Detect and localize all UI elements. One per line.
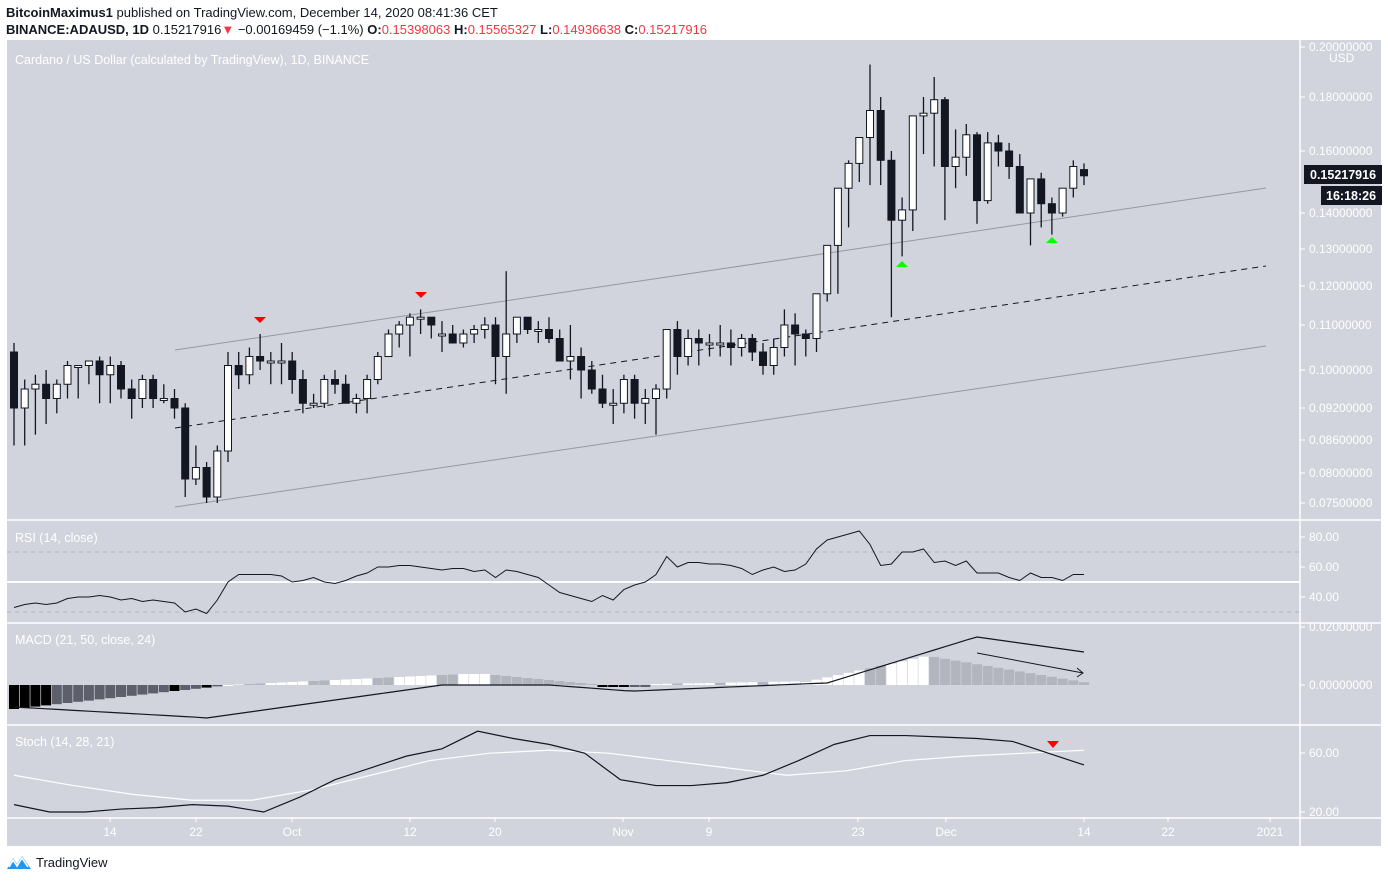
svg-text:23: 23 bbox=[851, 825, 865, 839]
svg-text:0.08000000: 0.08000000 bbox=[1309, 466, 1373, 480]
main-pane-title: Cardano / US Dollar (calculated by Tradi… bbox=[15, 53, 369, 67]
price-axis[interactable]: 0.20000000 0.18000000 0.16000000 0.14000000… bbox=[1300, 40, 1373, 819]
stoch-pane-title: Stoch (14, 28, 21) bbox=[15, 735, 114, 749]
svg-text:60.00: 60.00 bbox=[1309, 560, 1339, 574]
svg-text:0.12000000: 0.12000000 bbox=[1309, 279, 1373, 293]
svg-text:9: 9 bbox=[706, 825, 713, 839]
svg-text:Dec: Dec bbox=[935, 825, 956, 839]
low-label: L: bbox=[540, 22, 553, 37]
chart-area[interactable] bbox=[7, 40, 1381, 846]
tradingview-logo-icon bbox=[7, 856, 31, 869]
svg-text:0.20000000: 0.20000000 bbox=[1309, 40, 1373, 54]
svg-text:0.18000000: 0.18000000 bbox=[1309, 90, 1373, 104]
stoch-pane bbox=[13, 730, 1085, 813]
svg-text:12: 12 bbox=[403, 825, 417, 839]
svg-text:22: 22 bbox=[1161, 825, 1175, 839]
svg-text:0.02000000: 0.02000000 bbox=[1309, 620, 1373, 634]
macd-pane bbox=[9, 636, 1089, 719]
svg-text:0.10000000: 0.10000000 bbox=[1309, 363, 1373, 377]
svg-text:0.08600000: 0.08600000 bbox=[1309, 433, 1373, 447]
svg-text:Nov: Nov bbox=[612, 825, 633, 839]
rsi-pane-title: RSI (14, close) bbox=[15, 531, 98, 545]
publish-text: published on TradingView.com, December 1… bbox=[112, 5, 498, 20]
open-value: 0.15398063 bbox=[381, 22, 451, 37]
svg-text:80.00: 80.00 bbox=[1309, 530, 1339, 544]
svg-text:2021: 2021 bbox=[1257, 825, 1284, 839]
high-label: H: bbox=[454, 22, 468, 37]
time-axis[interactable]: 14 22 Oct 12 20 Nov 9 23 Dec 14 22 2021 bbox=[103, 818, 1284, 839]
macd-pane-title: MACD (21, 50, close, 24) bbox=[15, 633, 155, 647]
svg-text:14: 14 bbox=[1077, 825, 1091, 839]
svg-text:0.15217916: 0.15217916 bbox=[1310, 168, 1376, 182]
svg-text:22: 22 bbox=[189, 825, 203, 839]
price-change: −0.00169459 (−1.1%) bbox=[237, 22, 364, 37]
footer-brand[interactable]: TradingView bbox=[6, 854, 108, 870]
open-label: O: bbox=[367, 22, 382, 37]
svg-text:0.00000000: 0.00000000 bbox=[1309, 678, 1373, 692]
svg-text:60.00: 60.00 bbox=[1309, 746, 1339, 760]
svg-text:20: 20 bbox=[488, 825, 502, 839]
currency-label: USD bbox=[1329, 51, 1355, 65]
svg-text:16:18:26: 16:18:26 bbox=[1326, 189, 1376, 203]
symbol-name: BINANCE:ADAUSD, 1D bbox=[6, 22, 150, 37]
rsi-pane bbox=[7, 530, 1300, 615]
candlesticks bbox=[10, 64, 1088, 503]
svg-text:0.13000000: 0.13000000 bbox=[1309, 242, 1373, 256]
publish-info: BitcoinMaximus1 published on TradingView… bbox=[6, 5, 498, 20]
svg-text:14: 14 bbox=[103, 825, 117, 839]
author-name[interactable]: BitcoinMaximus1 bbox=[6, 5, 113, 20]
last-price-badge: 0.15217916 bbox=[1304, 165, 1382, 184]
svg-text:0.11000000: 0.11000000 bbox=[1309, 318, 1372, 332]
svg-text:0.16000000: 0.16000000 bbox=[1309, 144, 1373, 158]
high-value: 0.15565327 bbox=[467, 22, 537, 37]
countdown-badge: 16:18:26 bbox=[1321, 186, 1382, 205]
svg-text:20.00: 20.00 bbox=[1309, 805, 1339, 819]
signal-markers bbox=[254, 237, 1058, 323]
low-value: 0.14936638 bbox=[552, 22, 621, 37]
close-value: 0.15217916 bbox=[638, 22, 708, 37]
down-triangle-icon: ▼ bbox=[221, 22, 235, 37]
svg-text:0.09200000: 0.09200000 bbox=[1309, 401, 1373, 415]
symbol-legend: BINANCE:ADAUSD, 1D 0.15217916▼ −0.001694… bbox=[6, 22, 707, 37]
close-label: C: bbox=[624, 22, 639, 37]
svg-text:Oct: Oct bbox=[283, 825, 302, 839]
svg-text:0.07500000: 0.07500000 bbox=[1309, 496, 1373, 510]
svg-text:40.00: 40.00 bbox=[1309, 590, 1339, 604]
chart-canvas[interactable]: Cardano / US Dollar (calculated by Tradi… bbox=[0, 0, 1388, 850]
svg-text:0.14000000: 0.14000000 bbox=[1309, 206, 1373, 220]
last-price: 0.15217916 bbox=[152, 22, 222, 37]
brand-name: TradingView bbox=[36, 854, 108, 870]
